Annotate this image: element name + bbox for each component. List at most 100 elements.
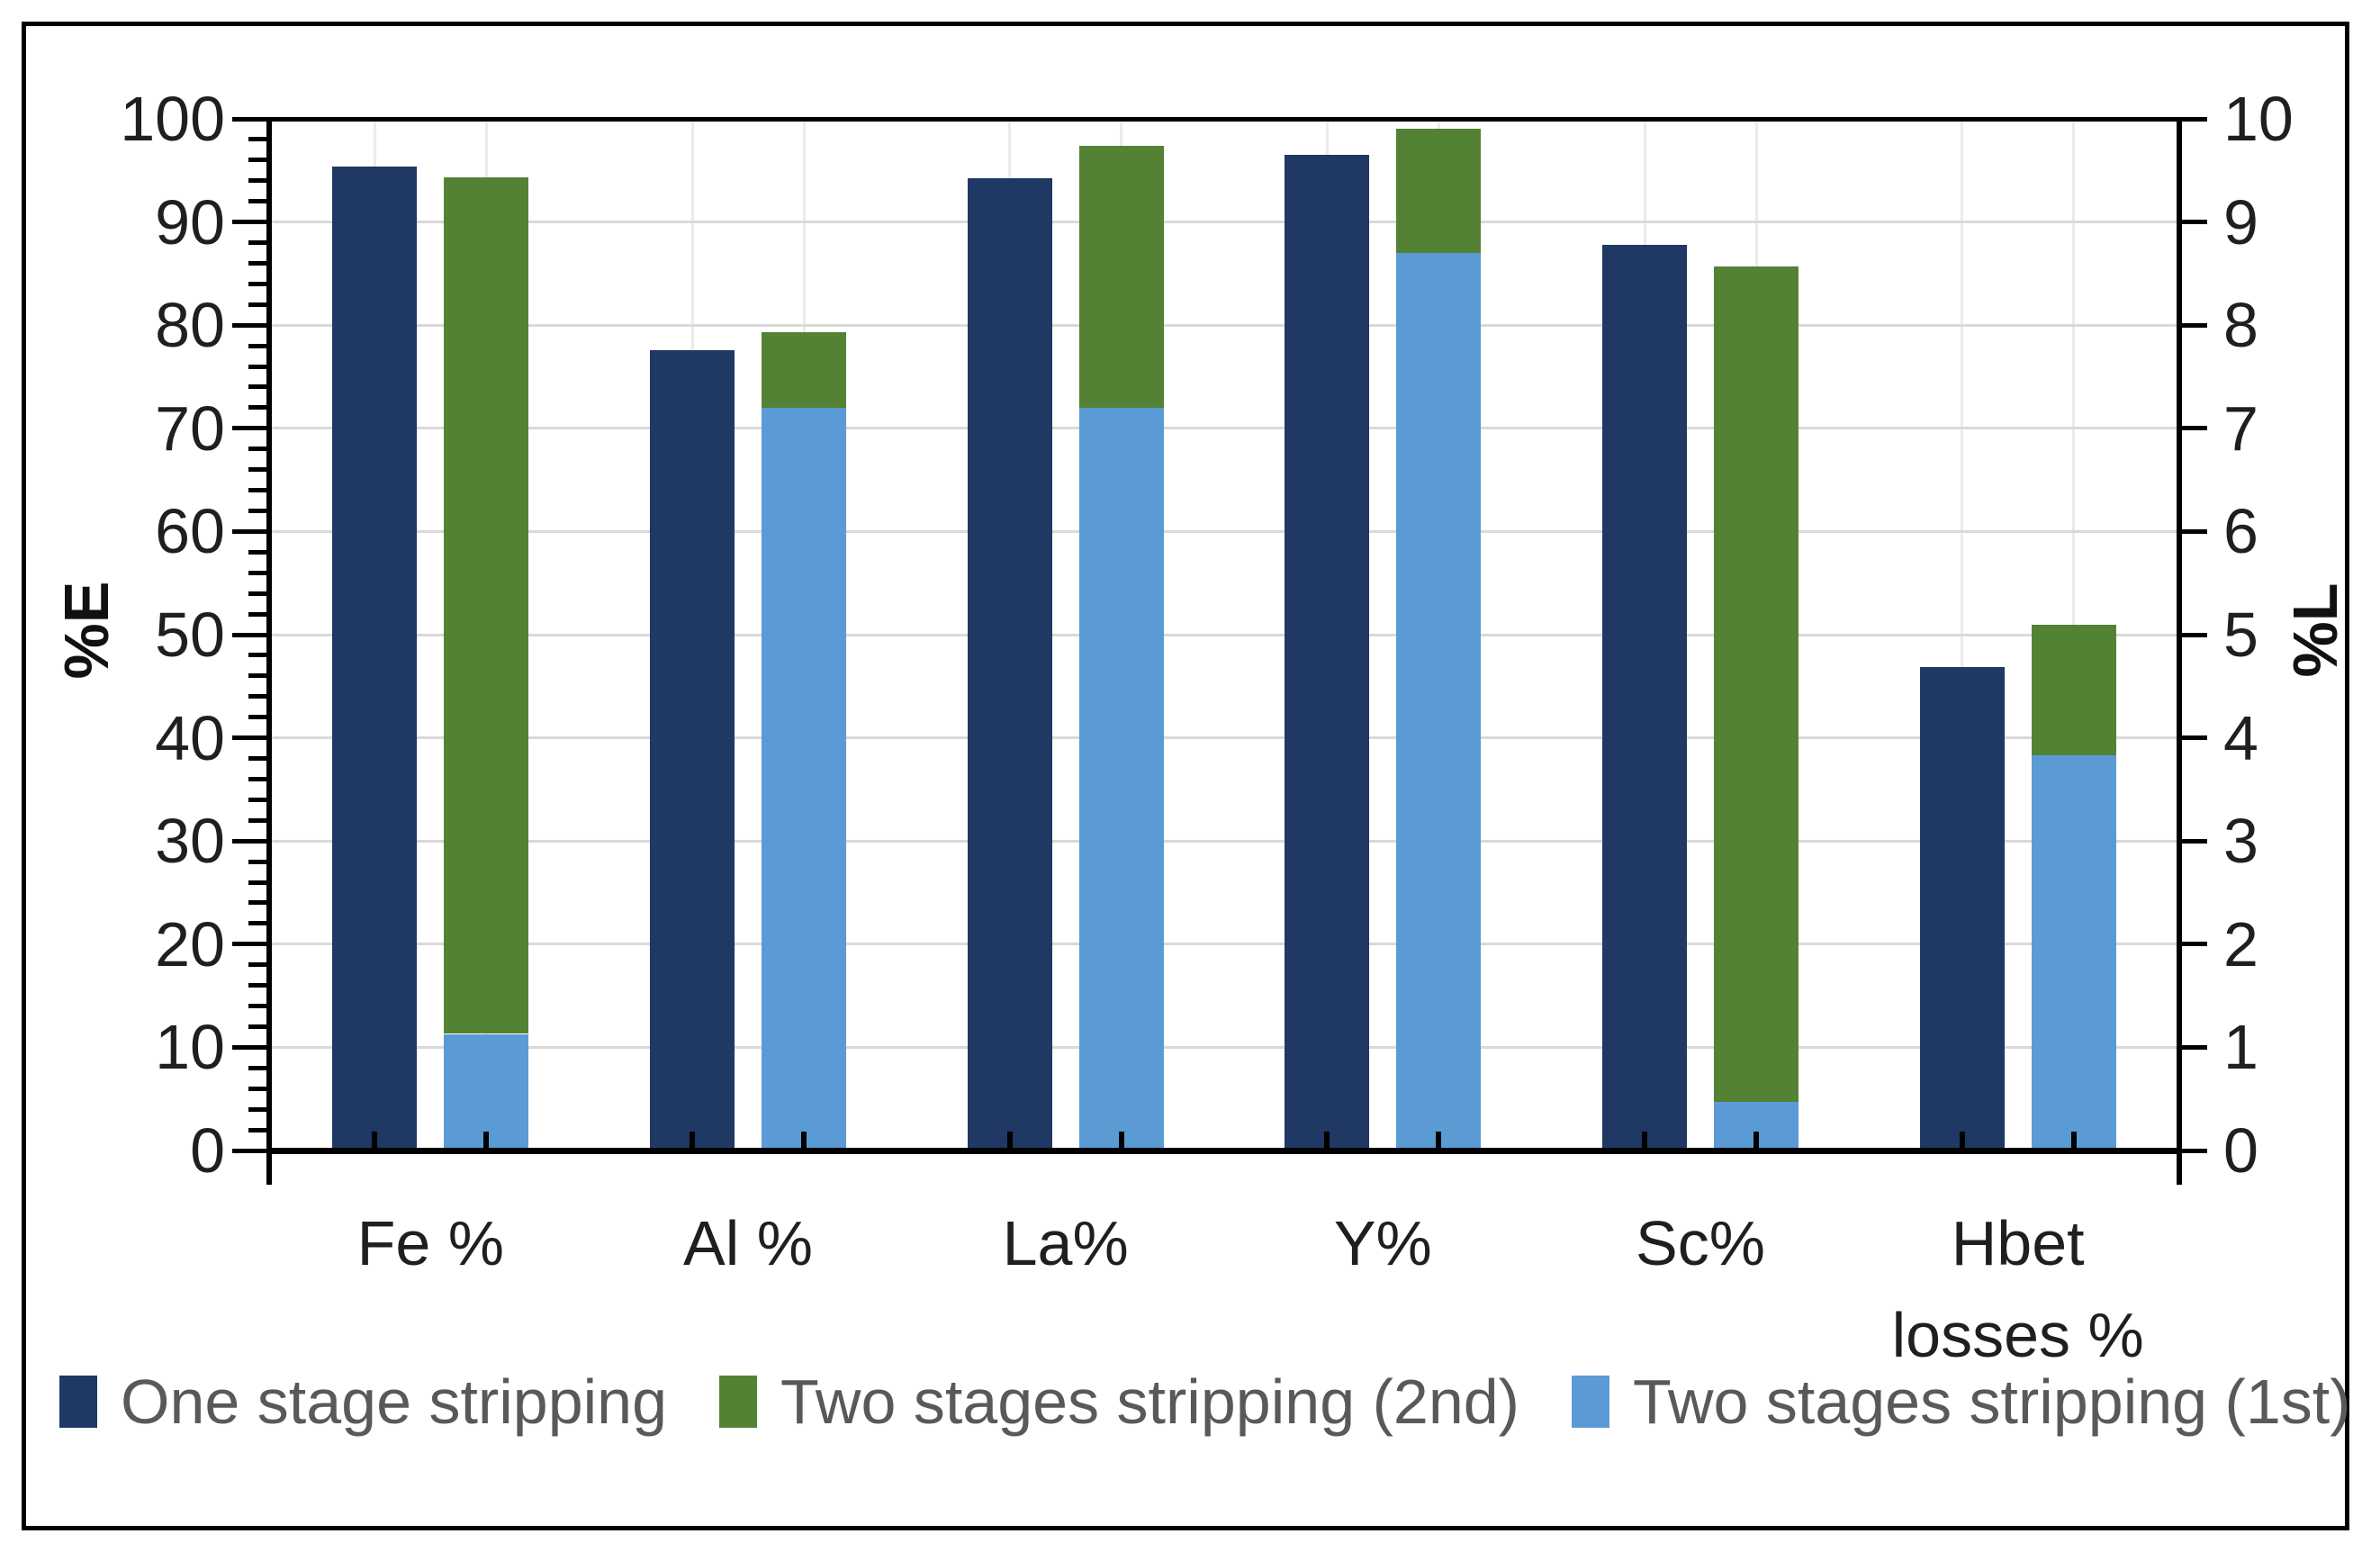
left-axis-tick-label: 0: [190, 1115, 225, 1186]
left-axis-minor-tick: [248, 921, 266, 926]
right-axis-major-tick: [2182, 942, 2207, 947]
left-axis-tick-label: 90: [155, 186, 225, 257]
left-axis-minor-tick: [248, 673, 266, 679]
x-axis-bar-tick: [1642, 1132, 1647, 1150]
left-axis-minor-tick: [248, 158, 266, 163]
right-axis-tick-label: 9: [2223, 186, 2258, 257]
left-axis-minor-tick: [248, 1065, 266, 1070]
horizontal-gridline: [272, 427, 2177, 430]
x-axis-line: [266, 1148, 2182, 1154]
legend-label-one-stage: One stage stripping: [121, 1367, 668, 1437]
bar-two-stage-2nd-5: [1714, 266, 1799, 1103]
left-axis-tick-label: 20: [155, 908, 225, 979]
bar-one-stage-1: [332, 166, 418, 1150]
left-axis-minor-tick: [248, 467, 266, 473]
x-axis-bar-tick: [1118, 1132, 1124, 1150]
left-axis-major-tick: [232, 735, 266, 741]
category-label-4: Y%: [1333, 1208, 1432, 1278]
right-axis-major-tick: [2182, 1044, 2207, 1050]
left-axis-tick-label: 10: [155, 1012, 225, 1083]
x-axis-bar-tick: [801, 1132, 807, 1150]
x-axis-bar-tick: [483, 1132, 490, 1150]
legend-swatch-two-stage-2nd: [719, 1376, 758, 1428]
legend-item-two-stage-2nd: Two stages stripping (2nd): [719, 1366, 1519, 1438]
bar-two-stage-2nd-1: [444, 177, 529, 1034]
left-axis-minor-tick: [248, 591, 266, 596]
left-axis-title: %E: [51, 581, 122, 680]
right-axis-line: [2177, 117, 2182, 1185]
legend: One stage stripping Two stages stripping…: [59, 1361, 2351, 1442]
left-axis-minor-tick: [248, 817, 266, 823]
left-axis-major-tick: [232, 322, 266, 328]
left-axis-tick-label: 30: [155, 806, 225, 877]
left-axis-minor-tick: [248, 962, 266, 968]
left-axis-minor-tick: [248, 260, 266, 266]
right-axis-tick-label: 3: [2223, 806, 2258, 877]
left-axis-minor-tick: [248, 715, 266, 720]
x-axis-bar-tick: [1324, 1132, 1330, 1150]
left-axis-major-tick: [232, 942, 266, 947]
left-axis-minor-tick: [248, 508, 266, 513]
legend-item-one-stage: One stage stripping: [59, 1366, 667, 1438]
legend-swatch-two-stage-1st: [1572, 1376, 1609, 1428]
bar-two-stage-1st-1: [444, 1033, 529, 1150]
left-axis-minor-tick: [248, 199, 266, 204]
x-axis-bar-tick: [1753, 1132, 1759, 1150]
left-axis-minor-tick: [248, 549, 266, 555]
left-axis-minor-tick: [248, 653, 266, 658]
horizontal-gridline: [272, 943, 2177, 946]
legend-swatch-one-stage: [59, 1376, 97, 1428]
x-axis-bar-tick: [372, 1132, 378, 1150]
left-axis-minor-tick: [248, 900, 266, 906]
right-axis-tick-label: 10: [2223, 84, 2294, 154]
left-axis-major-tick: [232, 632, 266, 637]
left-axis-minor-tick: [248, 178, 266, 184]
category-label-2: Al %: [683, 1208, 813, 1278]
left-axis-minor-tick: [248, 384, 266, 390]
bar-two-stage-2nd-4: [1396, 129, 1482, 253]
horizontal-gridline: [272, 323, 2177, 327]
left-axis-minor-tick: [248, 1127, 266, 1132]
bar-two-stage-2nd-2: [762, 332, 846, 408]
left-axis-minor-tick: [248, 611, 266, 617]
left-axis-minor-tick: [248, 1086, 266, 1091]
right-axis-tick-label: 8: [2223, 290, 2258, 361]
left-axis-minor-tick: [248, 694, 266, 699]
bar-two-stage-2nd-3: [1078, 145, 1164, 408]
category-label-6: Hbet losses %: [1891, 1208, 2144, 1370]
left-axis-tick-label: 40: [155, 702, 225, 773]
right-axis-tick-label: 4: [2223, 702, 2258, 773]
left-axis-minor-tick: [248, 405, 266, 411]
horizontal-gridline: [272, 736, 2177, 740]
right-axis-tick-label: 1: [2223, 1012, 2258, 1083]
right-axis-major-tick: [2182, 735, 2207, 741]
left-axis-major-tick: [232, 426, 266, 431]
bar-one-stage-2: [650, 349, 735, 1150]
right-axis-major-tick: [2182, 116, 2207, 122]
left-axis-minor-tick: [248, 240, 266, 246]
left-axis-minor-tick: [248, 1106, 266, 1112]
left-axis-minor-tick: [248, 983, 266, 988]
bar-one-stage-5: [1602, 244, 1687, 1150]
category-label-3: La%: [1002, 1208, 1129, 1278]
left-axis-major-tick: [232, 528, 266, 534]
bar-one-stage-4: [1285, 155, 1370, 1150]
category-label-5: Sc%: [1636, 1208, 1765, 1278]
left-axis-minor-tick: [248, 343, 266, 348]
left-axis-minor-tick: [248, 880, 266, 885]
horizontal-gridline: [272, 633, 2177, 636]
right-axis-tick-label: 6: [2223, 496, 2258, 567]
left-axis-minor-tick: [248, 447, 266, 452]
right-axis-major-tick: [2182, 632, 2207, 637]
left-axis-minor-tick: [248, 488, 266, 493]
left-axis-minor-tick: [248, 756, 266, 762]
right-axis-major-tick: [2182, 1148, 2207, 1153]
x-axis-bar-tick: [690, 1132, 695, 1150]
category-label-1: Fe %: [356, 1208, 505, 1278]
bar-two-stage-2nd-6: [2031, 624, 2116, 756]
right-axis-major-tick: [2182, 322, 2207, 328]
right-axis-tick-label: 0: [2223, 1115, 2258, 1186]
top-axis-line: [272, 117, 2177, 122]
left-axis-tick-label: 80: [155, 290, 225, 361]
